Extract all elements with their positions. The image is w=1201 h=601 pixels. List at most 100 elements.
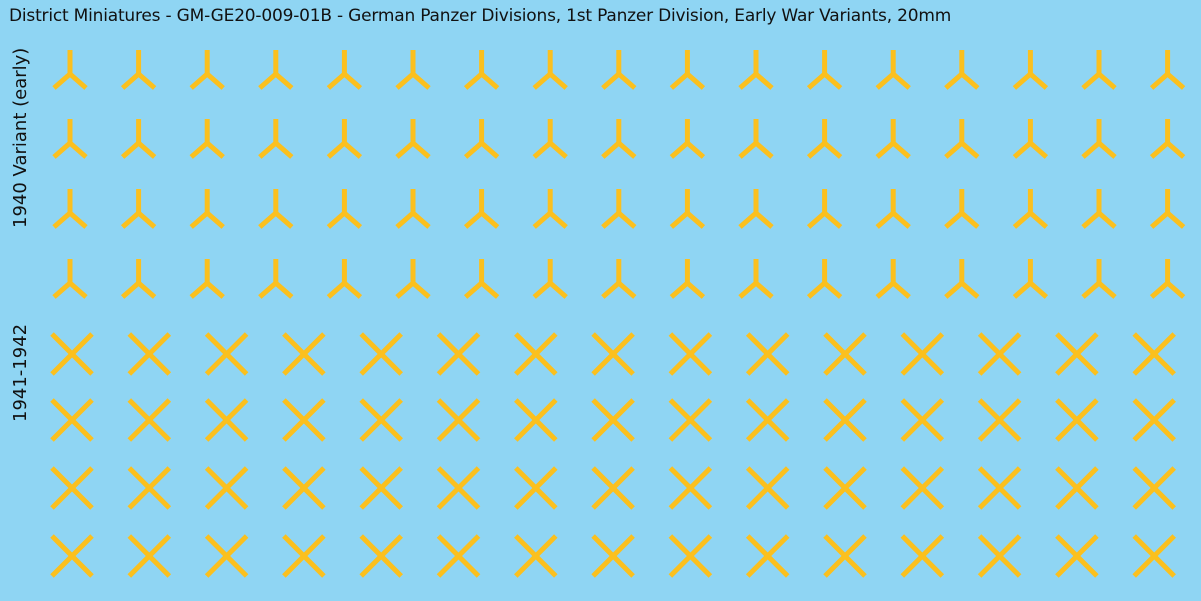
inverted-y-decal	[463, 50, 500, 90]
x-cross-decal	[50, 398, 94, 442]
inverted-y-decal	[258, 50, 294, 90]
x-cross-decal	[127, 466, 172, 510]
inverted-y-decal	[326, 189, 363, 229]
x-cross-decal	[436, 332, 481, 376]
inverted-y-decal	[326, 50, 363, 90]
inverted-y-decal	[944, 50, 980, 90]
inverted-y-decal	[669, 119, 706, 159]
inverted-y-decal	[326, 119, 363, 159]
x-cross-decal	[900, 332, 945, 376]
x-cross-decal	[514, 398, 558, 442]
inverted-y-decal	[52, 259, 88, 299]
inverted-y-decal	[806, 119, 843, 159]
x-cross-decal	[204, 466, 249, 510]
x-cross-decal	[127, 534, 172, 578]
inverted-y-decal	[395, 119, 431, 159]
x-cross-decal	[591, 398, 635, 442]
x-cross-decal	[50, 332, 94, 376]
x-cross-decal	[204, 398, 249, 442]
inverted-y-decal	[738, 259, 774, 299]
inverted-y-decal	[738, 119, 774, 159]
x-cross-decal	[823, 398, 867, 442]
x-cross-decal	[1132, 332, 1176, 376]
x-cross-decal	[127, 332, 172, 376]
x-cross-decal	[977, 398, 1022, 442]
x-cross-decal	[1055, 332, 1099, 376]
inverted-y-decal	[806, 189, 843, 229]
inverted-y-decal	[120, 119, 157, 159]
inverted-y-decal	[395, 50, 431, 90]
inverted-y-decal	[601, 119, 637, 159]
inverted-y-decal	[1081, 189, 1117, 229]
inverted-y-decal	[189, 259, 225, 299]
x-cross-decal	[668, 332, 713, 376]
inverted-y-decal	[120, 189, 157, 229]
x-cross-decal	[668, 534, 713, 578]
inverted-y-decal	[532, 189, 568, 229]
inverted-y-decal	[875, 119, 911, 159]
inverted-y-decal	[52, 50, 88, 90]
x-cross-decal	[591, 534, 635, 578]
inverted-y-decal	[463, 189, 500, 229]
x-cross-decal	[436, 466, 481, 510]
x-cross-decal	[745, 332, 790, 376]
inverted-y-decal	[1081, 119, 1117, 159]
inverted-y-decal	[189, 119, 225, 159]
x-cross-decal	[745, 534, 790, 578]
sheet-title: District Miniatures - GM-GE20-009-01B - …	[9, 6, 952, 26]
inverted-y-decal	[258, 259, 294, 299]
x-cross-decal	[900, 398, 945, 442]
inverted-y-decal	[395, 259, 431, 299]
inverted-y-decal	[944, 259, 980, 299]
inverted-y-decal	[806, 259, 843, 299]
x-cross-decal	[359, 398, 403, 442]
inverted-y-decal	[326, 259, 363, 299]
x-cross-decal	[900, 534, 945, 578]
inverted-y-decal	[738, 50, 774, 90]
inverted-y-decal	[189, 50, 225, 90]
x-cross-decal	[514, 534, 558, 578]
x-cross-decal	[50, 466, 94, 510]
x-cross-decal	[1055, 466, 1099, 510]
x-cross-decal	[359, 332, 403, 376]
x-cross-decal	[1132, 534, 1176, 578]
x-cross-decal	[204, 534, 249, 578]
inverted-y-decal	[1012, 189, 1049, 229]
inverted-y-decal	[944, 189, 980, 229]
x-cross-decal	[127, 398, 172, 442]
inverted-y-decal	[601, 50, 637, 90]
x-cross-decal	[436, 398, 481, 442]
inverted-y-decal	[1012, 259, 1049, 299]
inverted-y-decal	[532, 119, 568, 159]
inverted-y-decal	[1149, 259, 1186, 299]
inverted-y-decal	[120, 259, 157, 299]
x-cross-decal	[1055, 398, 1099, 442]
inverted-y-decal	[395, 189, 431, 229]
x-cross-decal	[204, 332, 249, 376]
inverted-y-decal	[669, 259, 706, 299]
x-cross-decal	[668, 398, 713, 442]
inverted-y-decal	[258, 119, 294, 159]
x-cross-decal	[745, 398, 790, 442]
inverted-y-decal	[258, 189, 294, 229]
inverted-y-decal	[806, 50, 843, 90]
inverted-y-decal	[875, 50, 911, 90]
x-cross-decal	[359, 466, 403, 510]
inverted-y-decal	[601, 189, 637, 229]
x-cross-decal	[591, 466, 635, 510]
inverted-y-decal	[189, 189, 225, 229]
x-cross-decal	[745, 466, 790, 510]
x-cross-decal	[977, 466, 1022, 510]
x-cross-decal	[282, 534, 326, 578]
inverted-y-decal	[1149, 189, 1186, 229]
inverted-y-decal	[601, 259, 637, 299]
x-cross-decal	[823, 332, 867, 376]
inverted-y-decal	[1012, 119, 1049, 159]
inverted-y-decal	[944, 119, 980, 159]
inverted-y-decal	[532, 50, 568, 90]
inverted-y-decal	[1012, 50, 1049, 90]
inverted-y-decal	[669, 189, 706, 229]
x-cross-decal	[514, 466, 558, 510]
inverted-y-decal	[532, 259, 568, 299]
